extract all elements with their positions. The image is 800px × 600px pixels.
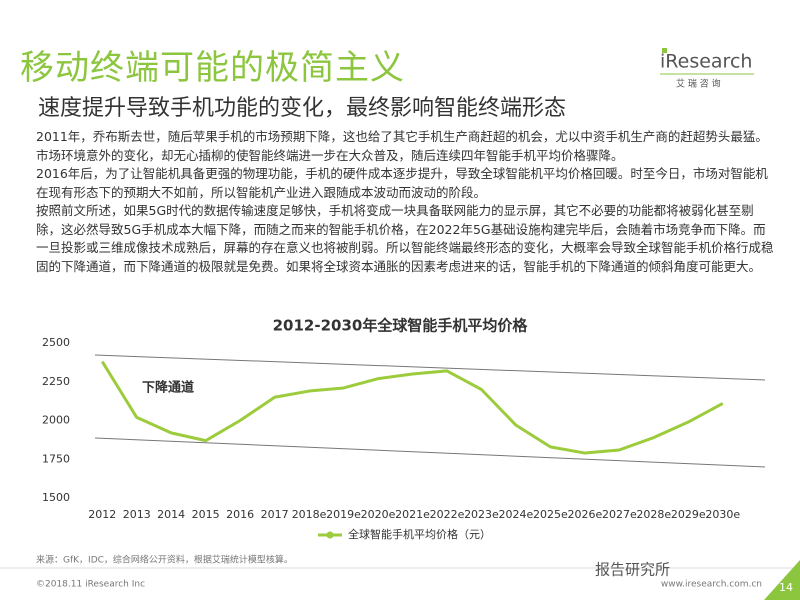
x-tick-label: 2017 <box>261 508 289 521</box>
body-text: 2011年，乔布斯去世，随后苹果手机的市场预期下降，这也给了其它手机生产商赶超的… <box>36 128 776 276</box>
x-tick-label: 2030e <box>705 508 740 521</box>
x-tick-label: 2019e <box>326 508 361 521</box>
x-tick-label: 2015 <box>192 508 220 521</box>
slide-subtitle: 速度提升导致手机功能的变化，最终影响智能终端形态 <box>38 96 567 121</box>
slide-title: 移动终端可能的极简主义 <box>20 48 405 88</box>
x-tick-label: 2016 <box>226 508 254 521</box>
legend-label: 全球智能手机平均价格（元） <box>348 527 491 541</box>
y-tick-label: 2500 <box>42 336 70 349</box>
y-tick-label: 1500 <box>42 491 70 504</box>
paragraph: 按照前文所述，如果5G时代的数据传输速度足够快，手机将变成一块具备联网能力的显示… <box>36 203 774 274</box>
page-number: 14 <box>779 581 793 594</box>
x-tick-label: 2025e <box>533 508 568 521</box>
channel-lower <box>94 437 766 468</box>
logo-dot <box>662 48 667 53</box>
x-tick-label: 2026e <box>567 508 602 521</box>
x-tick-label: 2012 <box>88 508 116 521</box>
channel-upper <box>94 354 766 381</box>
copyright: ©2018.11 iResearch Inc <box>36 580 145 590</box>
x-tick-label: 2020e <box>361 508 396 521</box>
chart-title: 2012-2030年全球智能手机平均价格 <box>273 317 529 335</box>
x-tick-label: 2028e <box>636 508 671 521</box>
x-tick-label: 2023e <box>464 508 499 521</box>
y-tick-label: 1750 <box>42 452 70 465</box>
x-tick-label: 2024e <box>499 508 534 521</box>
x-tick-label: 2029e <box>671 508 706 521</box>
page-corner <box>764 560 800 600</box>
paragraph: 2011年，乔布斯去世，随后苹果手机的市场预期下降，这也给了其它手机生产商赶超的… <box>36 129 768 163</box>
legend-marker <box>326 531 334 539</box>
logo-sub: 艾 瑞 咨 询 <box>676 78 721 90</box>
annotation: 下降通道 <box>142 380 194 396</box>
website: www.iresearch.com.cn <box>661 580 762 590</box>
x-tick-label: 2022e <box>430 508 465 521</box>
x-tick-label: 2013 <box>123 508 151 521</box>
paragraph: 2016年后，为了让智能机具备更强的物理功能，手机的硬件成本逐步提升，导致全球智… <box>36 166 768 200</box>
x-tick-label: 2027e <box>602 508 637 521</box>
watermark: 报告研究所 <box>595 561 670 579</box>
x-tick-label: 2021e <box>395 508 430 521</box>
x-tick-label: 2018e <box>292 508 327 521</box>
source: 来源：GfK，IDC，综合网络公开资料，根据艾瑞统计模型核算。 <box>36 554 293 566</box>
x-tick-label: 2014 <box>157 508 185 521</box>
y-tick-label: 2000 <box>42 414 70 427</box>
logo: iResearch <box>660 51 752 73</box>
line-series <box>100 360 724 455</box>
y-tick-label: 2250 <box>42 375 70 388</box>
